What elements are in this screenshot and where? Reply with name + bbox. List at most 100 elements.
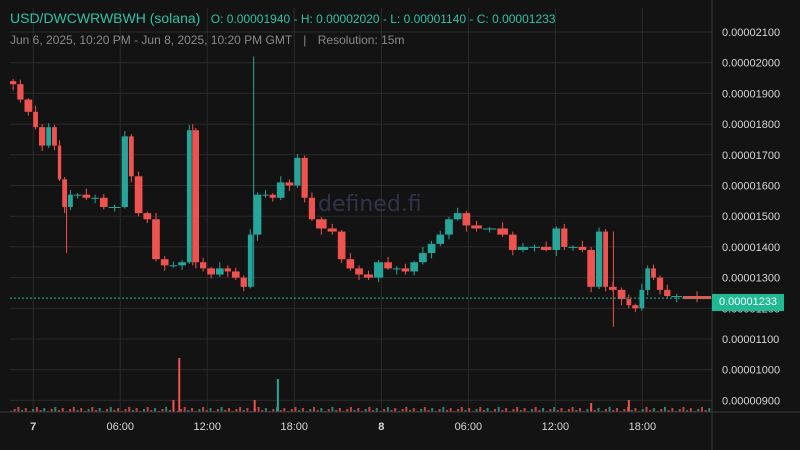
candle-body <box>363 274 374 278</box>
volume-bar <box>50 409 53 412</box>
volume-bar <box>338 408 341 412</box>
volume-bar <box>475 409 478 412</box>
volume-bar <box>161 409 164 412</box>
candle-body <box>231 271 240 278</box>
volume-bar <box>401 409 404 412</box>
candle-body <box>445 219 453 235</box>
volume-bar <box>17 407 20 412</box>
x-tick-label: 12:00 <box>193 421 221 433</box>
volume-bar <box>246 408 249 412</box>
volume-bar <box>54 407 57 412</box>
volume-bar <box>117 408 120 412</box>
volume-bar <box>364 409 367 412</box>
volume-bar <box>294 407 297 412</box>
volume-bar <box>76 410 79 412</box>
volume-bar <box>667 410 670 412</box>
volume-bar <box>242 410 245 412</box>
volume-bar <box>320 408 323 412</box>
candle-body <box>471 225 482 229</box>
candle-body <box>639 289 645 309</box>
candle-body <box>46 127 52 146</box>
volume-bar <box>438 409 441 412</box>
candle-body <box>10 81 17 85</box>
volume-bar <box>128 407 131 412</box>
candle-body <box>617 289 626 300</box>
candle-body <box>294 157 301 186</box>
watermark-logo: defined.fi <box>318 192 422 217</box>
volume-bar <box>39 410 42 412</box>
volume-bar <box>457 409 460 412</box>
candle-body <box>262 194 269 196</box>
candle-body <box>39 127 46 146</box>
volume-bar <box>479 407 482 412</box>
candle-body <box>269 194 276 198</box>
y-tick-label: 0.00001100 <box>722 334 779 346</box>
volume-bar <box>501 410 504 412</box>
candle-body <box>33 111 39 128</box>
candle-body <box>62 179 68 207</box>
candle-body <box>671 296 682 298</box>
volume-bar <box>571 407 574 412</box>
candle-body <box>552 228 561 250</box>
volume-bar <box>224 410 227 412</box>
volume-bar <box>652 408 655 412</box>
volume-bar <box>686 410 689 412</box>
candle-body <box>626 299 632 306</box>
candle-body <box>192 130 200 263</box>
volume-bar <box>649 410 652 412</box>
volume-bar <box>131 410 134 412</box>
volume-bar <box>227 408 230 412</box>
volume-bar <box>353 410 356 412</box>
volume-bar <box>301 408 304 412</box>
candle-body <box>215 268 224 275</box>
candle-body <box>186 130 192 263</box>
y-tick-label: 0.00001500 <box>722 211 780 223</box>
candle-body <box>603 231 609 287</box>
candle-body <box>160 259 169 266</box>
candle-body <box>240 277 247 287</box>
volume-bar <box>168 410 171 412</box>
volume-bar <box>412 408 415 412</box>
volume-bar <box>290 409 293 412</box>
volume-bar <box>468 408 471 412</box>
volume-bar <box>678 409 681 412</box>
y-tick-label: 0.00002000 <box>722 58 780 70</box>
candle-body <box>656 277 664 290</box>
volume-bar <box>575 410 578 412</box>
volume-bar <box>279 410 282 412</box>
volume-bar <box>586 409 589 412</box>
volume-bar <box>187 410 190 412</box>
pair-title: USD/DWCWRWBWH (solana) <box>10 10 201 26</box>
volume-bar <box>427 410 430 412</box>
volume-bar <box>612 410 615 412</box>
candle-body <box>497 228 508 235</box>
volume-bar <box>154 408 157 412</box>
y-tick-label: 0.00001800 <box>722 119 780 131</box>
volume-bar <box>216 409 219 412</box>
y-tick-label: 0.00000900 <box>722 395 780 407</box>
volume-bar <box>390 410 393 412</box>
volume-bar <box>556 410 559 412</box>
volume-bar <box>327 409 330 412</box>
volume-bar <box>264 408 267 412</box>
volume-bar <box>205 410 208 412</box>
volume-bar <box>615 408 618 412</box>
volume-bar <box>386 407 389 412</box>
volume-bar <box>623 409 626 412</box>
volume-bar <box>482 410 485 412</box>
candle-body <box>517 246 529 250</box>
candle-body <box>108 206 121 208</box>
volume-bar <box>94 410 97 412</box>
volume-bar <box>179 409 182 412</box>
candle-body <box>651 268 656 278</box>
volume-bar <box>494 409 497 412</box>
volume-bar <box>486 408 489 412</box>
candle-body <box>253 194 262 235</box>
volume-bar <box>143 409 146 412</box>
candle-body <box>52 127 57 146</box>
volume-bar <box>578 408 581 412</box>
candle-body <box>121 136 128 207</box>
candle-body <box>392 268 401 270</box>
volume-bar <box>523 408 526 412</box>
